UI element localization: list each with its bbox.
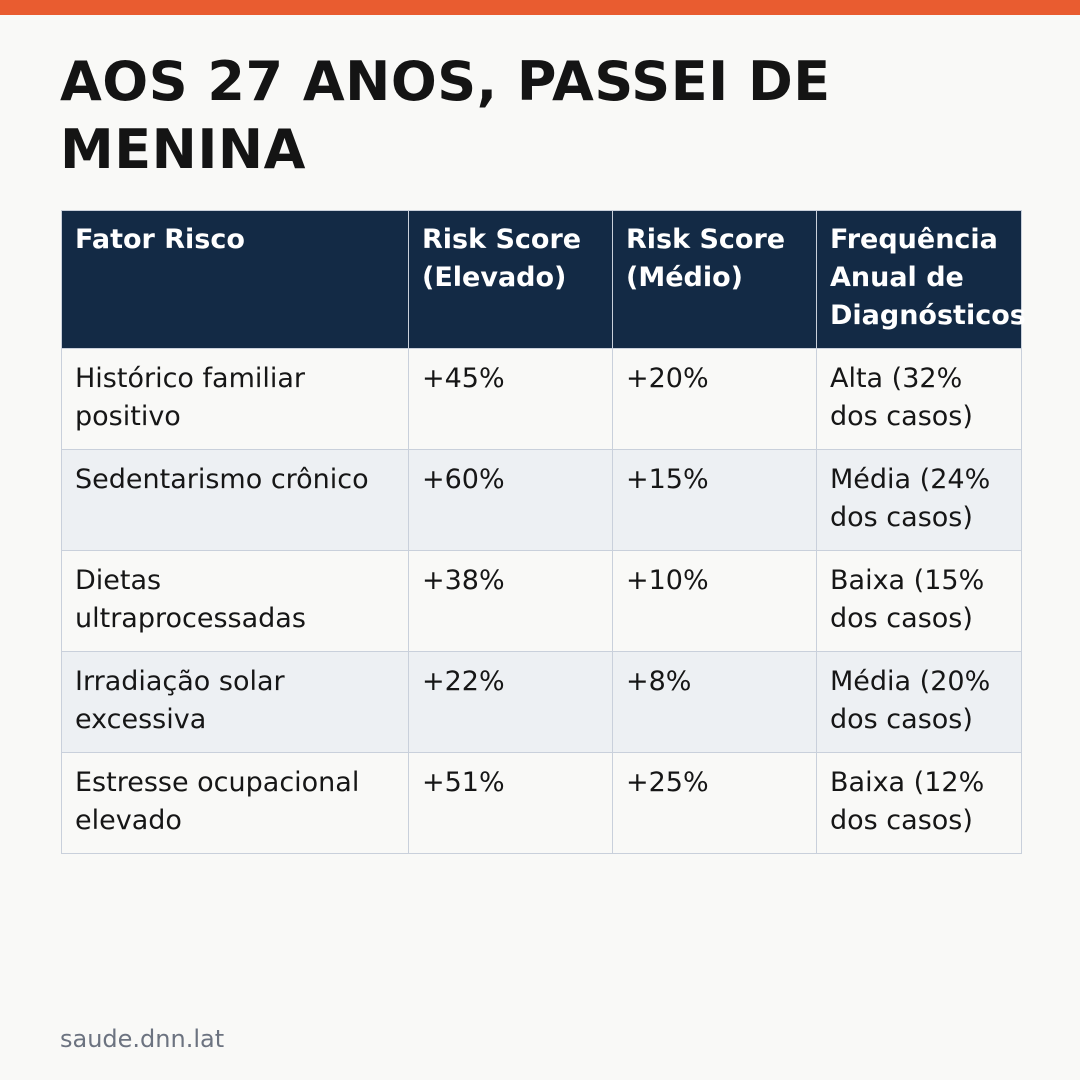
- cell-fator: Sedentarismo crônico: [61, 449, 409, 551]
- cell-score-elevado: +38%: [408, 550, 613, 652]
- cell-score-medio: +10%: [612, 550, 817, 652]
- cell-frequencia: Baixa (12% dos casos): [816, 752, 1022, 854]
- cell-score-medio: +20%: [612, 348, 817, 450]
- cell-score-medio: +8%: [612, 651, 817, 753]
- cell-score-medio: +15%: [612, 449, 817, 551]
- header-frequencia-anual: Frequência Anual de Diagnósticos: [816, 210, 1026, 349]
- cell-score-medio: +25%: [612, 752, 817, 854]
- cell-score-elevado: +22%: [408, 651, 613, 753]
- table-row: Irradiação solar excessiva +22% +8% Médi…: [61, 651, 1022, 753]
- page-title: AOS 27 ANOS, PASSEI DE MENINA: [60, 50, 831, 181]
- risk-factor-table: Fator Risco Risk Score (Elevado) Risk Sc…: [61, 210, 1026, 854]
- cell-frequencia: Alta (32% dos casos): [816, 348, 1022, 450]
- header-risk-score-medio: Risk Score (Médio): [612, 210, 817, 349]
- cell-frequencia: Média (20% dos casos): [816, 651, 1022, 753]
- cell-fator: Histórico familiar positivo: [61, 348, 409, 450]
- cell-frequencia: Média (24% dos casos): [816, 449, 1022, 551]
- cell-fator: Irradiação solar excessiva: [61, 651, 409, 753]
- table-row: Histórico familiar positivo +45% +20% Al…: [61, 348, 1022, 450]
- cell-score-elevado: +51%: [408, 752, 613, 854]
- header-fator-risco: Fator Risco: [61, 210, 409, 349]
- table-header-row: Fator Risco Risk Score (Elevado) Risk Sc…: [61, 210, 1026, 349]
- risk-table-container: Fator Risco Risk Score (Elevado) Risk Sc…: [61, 210, 1026, 854]
- source-footer: saude.dnn.lat: [60, 1025, 225, 1053]
- cell-fator: Estresse ocupacional elevado: [61, 752, 409, 854]
- header-risk-score-elevado: Risk Score (Elevado): [408, 210, 613, 349]
- cell-score-elevado: +45%: [408, 348, 613, 450]
- cell-fator: Dietas ultraprocessadas: [61, 550, 409, 652]
- cell-score-elevado: +60%: [408, 449, 613, 551]
- table-row: Estresse ocupacional elevado +51% +25% B…: [61, 752, 1022, 854]
- table-row: Dietas ultraprocessadas +38% +10% Baixa …: [61, 550, 1022, 652]
- table-row: Sedentarismo crônico +60% +15% Média (24…: [61, 449, 1022, 551]
- top-accent-bar: [0, 0, 1080, 15]
- cell-frequencia: Baixa (15% dos casos): [816, 550, 1022, 652]
